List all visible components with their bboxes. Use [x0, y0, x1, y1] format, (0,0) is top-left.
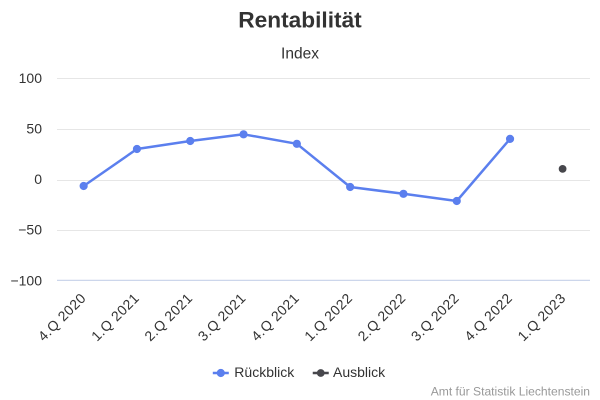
svg-text:Amt für Statistik Liechtenstei: Amt für Statistik Liechtenstein: [431, 385, 590, 399]
svg-text:50: 50: [26, 121, 42, 137]
svg-text:−50: −50: [18, 222, 42, 238]
svg-text:100: 100: [19, 70, 43, 86]
svg-text:Index: Index: [281, 45, 319, 62]
svg-text:−100: −100: [10, 272, 42, 288]
svg-text:Rückblick: Rückblick: [234, 364, 295, 380]
svg-text:0: 0: [34, 171, 42, 187]
svg-text:Rentabilität: Rentabilität: [238, 8, 362, 33]
svg-text:Ausblick: Ausblick: [333, 364, 386, 380]
